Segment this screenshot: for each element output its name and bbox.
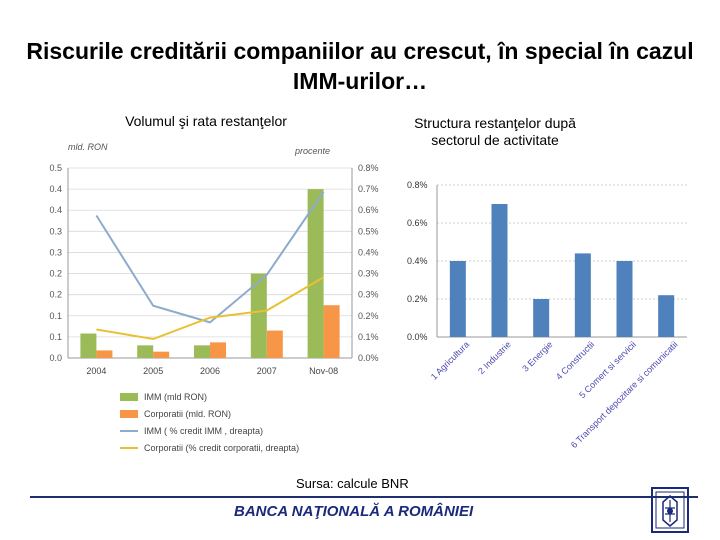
sector-bar: [533, 299, 550, 337]
y-tick-label-right: 0.1%: [358, 332, 379, 342]
series-line-corporatii: [96, 276, 325, 341]
y-tick-label-left: 0.3: [49, 247, 62, 257]
x-tick-label: 3 Energie: [520, 339, 554, 373]
y-tick-label-right: 0.0%: [358, 353, 379, 363]
bar-imm: [80, 333, 97, 358]
y-tick-label-right: 0.7%: [358, 184, 379, 194]
y-tick-label-left: 0.0: [49, 353, 62, 363]
legend-label: IMM (mld RON): [144, 392, 207, 402]
y-tick-label-right: 0.6%: [358, 205, 379, 215]
x-tick-label: 1 Agricultura: [429, 339, 471, 381]
bar-corporatii: [266, 330, 283, 358]
x-tick-label: 2007: [257, 366, 277, 376]
bar-corporatii: [210, 342, 226, 358]
footer-divider: [30, 496, 698, 498]
y-tick-label-left: 0.2: [49, 269, 62, 279]
legend-swatch: [120, 393, 138, 401]
legend-label: Corporatii (% credit corporatii, dreapta…: [144, 443, 299, 453]
y-tick-label: 0.2%: [407, 294, 428, 304]
x-tick-label: 2004: [86, 366, 106, 376]
page-title: Riscurile creditării companiilor au cres…: [26, 38, 694, 94]
y-tick-label-left: 0.4: [49, 184, 62, 194]
x-tick-label: Nov-08: [309, 366, 338, 376]
bar-corporatii: [153, 351, 170, 358]
y-tick-label-left: 0.2: [49, 290, 62, 300]
sector-bar: [574, 253, 591, 337]
source-note: Sursa: calcule BNR: [296, 476, 409, 491]
legend-label: Corporatii (mld. RON): [144, 409, 231, 419]
y-tick-label-left: 0.5: [49, 163, 62, 173]
sector-bar: [449, 261, 466, 337]
left-chart-title: Volumul şi rata restanţelor: [125, 113, 287, 129]
sector-bar: [616, 261, 633, 337]
bar-imm: [194, 345, 210, 358]
bar-corporatii: [323, 305, 340, 358]
x-tick-label: 2006: [200, 366, 220, 376]
bank-name: BANCA NAŢIONALĂ A ROMÂNIEI: [234, 503, 474, 520]
x-tick-label: 2005: [143, 366, 163, 376]
left-axis-unit: mld. RON: [68, 142, 108, 152]
y-tick-label-right: 0.4%: [358, 247, 379, 257]
x-tick-label: 4 Constructii: [554, 339, 596, 381]
y-tick-label: 0.4%: [407, 256, 428, 266]
x-tick-label: 2 Industrie: [476, 339, 513, 376]
y-tick-label: 0.8%: [407, 180, 428, 190]
right-chart: 0.0% 0.2% 0.4% 0.6% 0.8% 1 Agricultura 2 Indus…: [407, 180, 687, 450]
left-chart: mld. RON procente 0.0 0.0% 0.1 0.1% 0.1 0.2% 0.2…: [49, 142, 379, 453]
y-tick-label-left: 0.1: [49, 311, 62, 321]
bar-imm: [250, 273, 267, 358]
sector-bar: [491, 204, 508, 337]
bar-imm: [307, 189, 324, 358]
bnr-logo-icon: [651, 487, 689, 533]
bar-corporatii: [96, 350, 113, 358]
right-axis-unit: procente: [294, 146, 330, 156]
y-tick-label: 0.6%: [407, 218, 428, 228]
y-tick-label-left: 0.1: [49, 332, 62, 342]
legend-swatch: [120, 410, 138, 418]
sector-bar: [658, 295, 675, 337]
right-chart-title: Structura restanţelor după sectorul de a…: [414, 115, 576, 148]
y-tick-label-right: 0.2%: [358, 311, 379, 321]
y-tick-label-right: 0.3%: [358, 269, 379, 279]
bar-imm: [137, 345, 154, 358]
y-tick-label-left: 0.3: [49, 226, 62, 236]
legend-label: IMM ( % credit IMM , dreapta): [144, 426, 263, 436]
series-line-imm: [95, 191, 325, 324]
y-tick-label: 0.0%: [407, 332, 428, 342]
y-tick-label-right: 0.5%: [358, 226, 379, 236]
y-tick-label-left: 0.4: [49, 205, 62, 215]
y-tick-label-right: 0.3%: [358, 290, 379, 300]
y-tick-label-right: 0.8%: [358, 163, 379, 173]
